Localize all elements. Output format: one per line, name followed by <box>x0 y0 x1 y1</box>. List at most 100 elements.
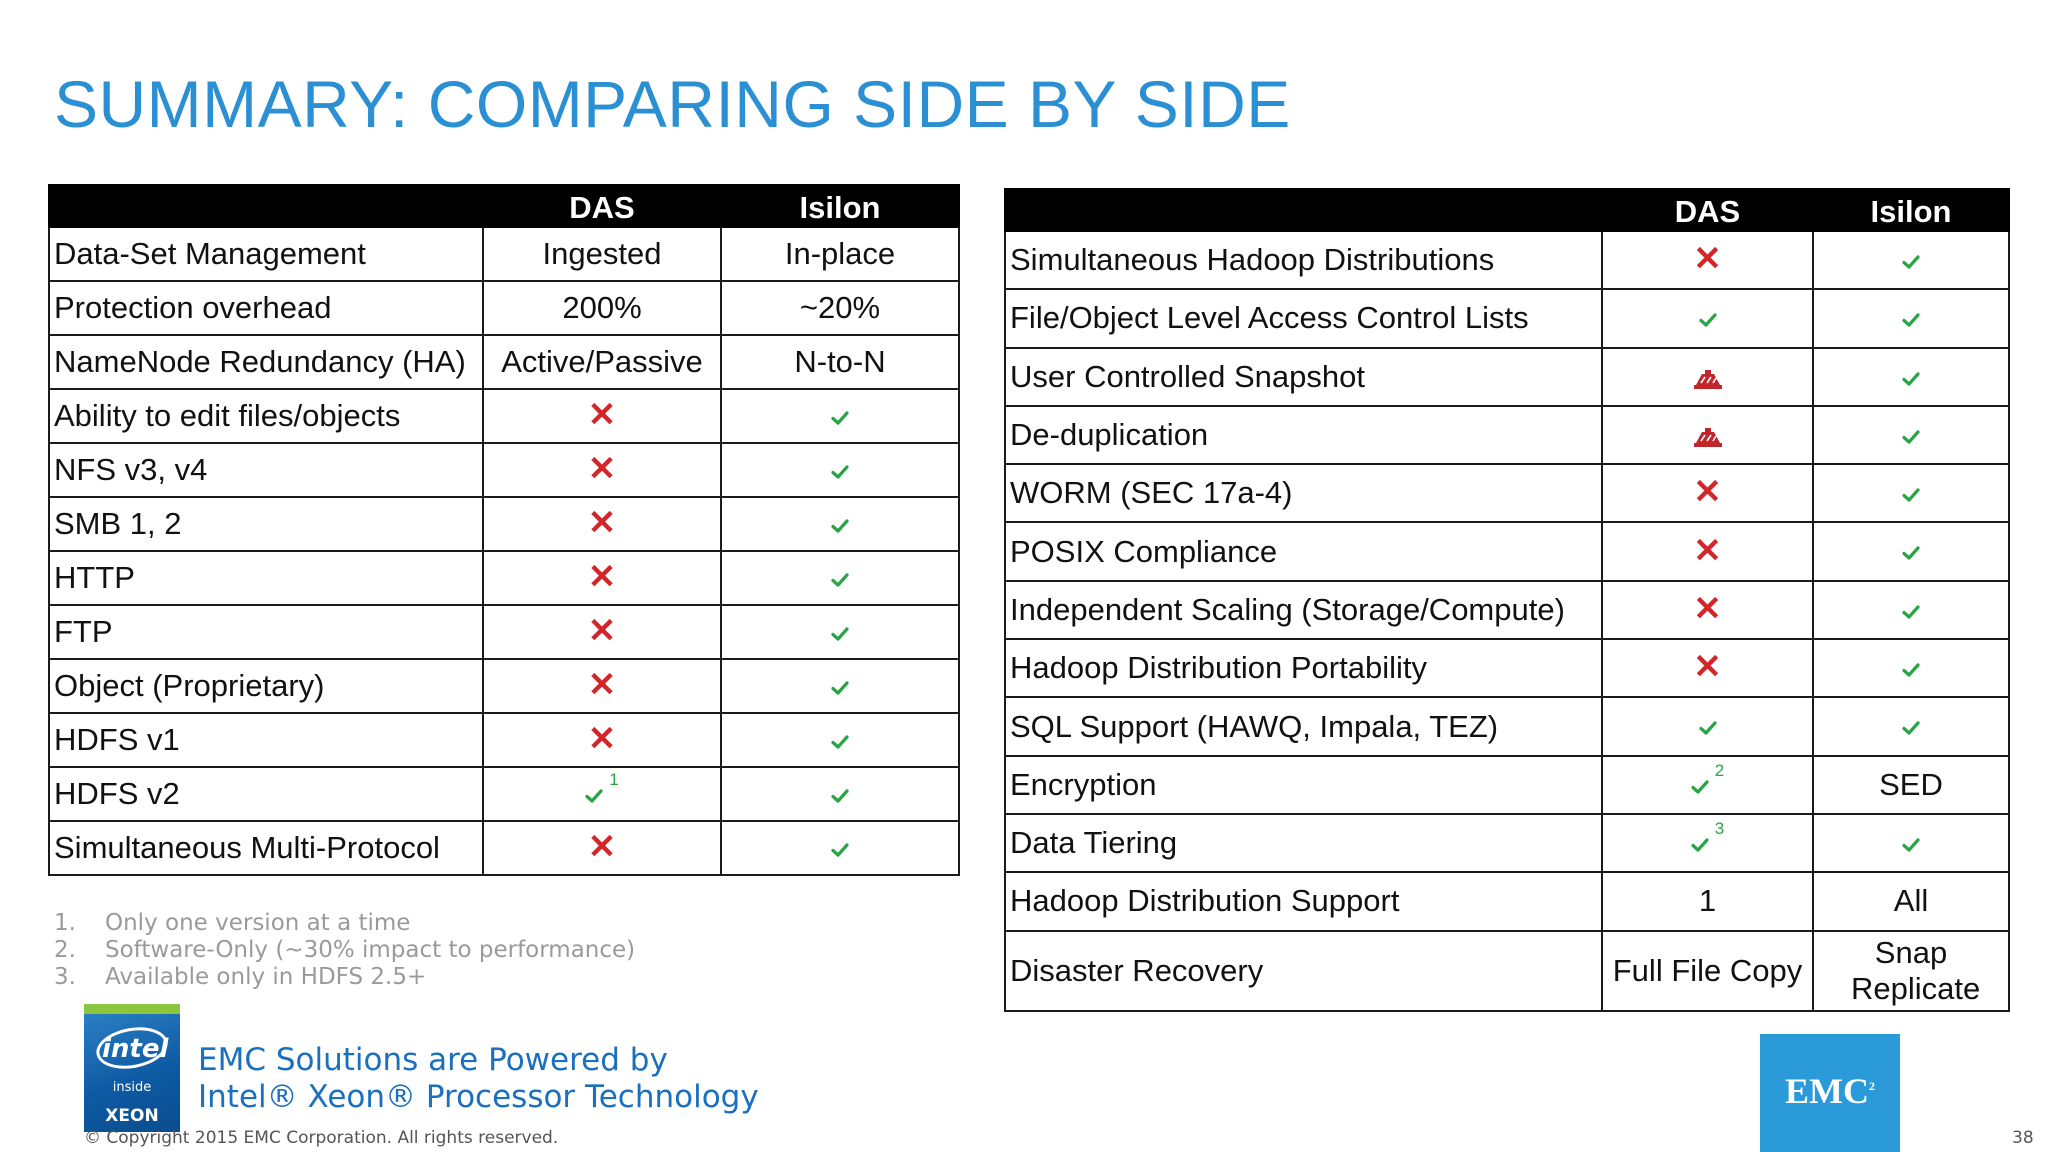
das-value: Active/Passive <box>501 344 703 379</box>
feature-cell: NameNode Redundancy (HA) <box>48 334 484 390</box>
feature-cell: Disaster Recovery <box>1004 929 1603 1012</box>
isilon-cell <box>1812 696 2010 757</box>
das-cell: Full File Copy <box>1601 929 1814 1012</box>
feature-cell: File/Object Level Access Control Lists <box>1004 288 1603 349</box>
isilon-cell <box>720 496 960 552</box>
footnote-ref: 2 <box>1714 760 1725 780</box>
das-cell: 200% <box>482 280 722 336</box>
table-row: Object (Proprietary) ✕ <box>48 658 960 714</box>
isilon-cell: N-to-N <box>720 334 960 390</box>
check-icon <box>1902 605 1920 619</box>
feature-cell: WORM (SEC 17a-4) <box>1004 463 1603 524</box>
page-number: 38 <box>2012 1128 2034 1148</box>
check-icon <box>1902 255 1920 269</box>
check-icon <box>831 843 849 857</box>
feature-cell: Simultaneous Hadoop Distributions <box>1004 229 1603 291</box>
isilon-cell: SED <box>1812 754 2010 815</box>
cross-icon: ✕ <box>587 396 617 434</box>
table-row: Hadoop Distribution Portability ✕ <box>1004 638 2010 699</box>
feature-cell: Hadoop Distribution Support <box>1004 871 1603 932</box>
cross-icon: ✕ <box>587 450 617 488</box>
feature-cell: NFS v3, v4 <box>48 442 484 498</box>
emc-logo: EMC2 <box>1760 1034 1900 1152</box>
isilon-value: N-to-N <box>794 344 886 379</box>
feature-cell: Object (Proprietary) <box>48 658 484 714</box>
isilon-cell <box>1812 579 2010 641</box>
isilon-value: ~20% <box>799 290 881 325</box>
powered-by-line2: Intel® Xeon® Processor Technology <box>198 1079 759 1115</box>
footnote-number: 2. <box>54 937 76 963</box>
table-row: SMB 1, 2 ✕ <box>48 496 960 552</box>
check-icon <box>1902 838 1920 852</box>
powered-by-line1: EMC Solutions are Powered by <box>198 1042 668 1078</box>
footnote-ref: 3 <box>1714 819 1725 839</box>
table-row: Encryption 2 SED <box>1004 754 2010 815</box>
isilon-cell <box>720 442 960 498</box>
table-row: User Controlled Snapshot <box>1004 346 2010 407</box>
das-cell: Ingested <box>482 226 722 282</box>
cross-icon: ✕ <box>1693 473 1722 512</box>
isilon-cell <box>720 550 960 606</box>
das-cell <box>1601 404 1814 466</box>
das-cell: ✕ <box>482 496 722 552</box>
footnote: 3. Available only in HDFS 2.5+ <box>54 964 635 991</box>
das-cell: ✕ <box>482 550 722 606</box>
table-row: Data-Set Management Ingested In-place <box>48 226 960 282</box>
das-cell: ✕ <box>1601 463 1814 524</box>
isilon-cell <box>1812 812 2010 874</box>
check-icon <box>831 627 849 641</box>
cross-icon: ✕ <box>1693 531 1722 570</box>
footnote-text: Available only in HDFS 2.5+ <box>105 964 427 990</box>
isilon-value: SED <box>1879 766 1943 802</box>
check-icon <box>1698 721 1717 735</box>
footnote-number: 1. <box>54 910 76 936</box>
isilon-value: In-place <box>784 236 896 271</box>
header-das: DAS <box>482 184 722 228</box>
emc-superscript: 2 <box>1869 1079 1875 1093</box>
feature-cell: De-duplication <box>1004 404 1603 466</box>
das-cell: ✕ <box>482 442 722 498</box>
das-cell: ✕ <box>482 820 722 876</box>
footnote-ref: 1 <box>609 770 619 789</box>
feature-cell: Independent Scaling (Storage/Compute) <box>1004 579 1603 641</box>
check-icon <box>1902 313 1920 327</box>
feature-cell: Hadoop Distribution Portability <box>1004 638 1603 699</box>
check-icon <box>1698 313 1717 327</box>
powered-by-text: EMC Solutions are Powered by Intel® Xeon… <box>198 1042 759 1116</box>
isilon-cell <box>720 766 960 822</box>
isilon-cell <box>720 820 960 876</box>
intel-inside-xeon-logo: intel inside XEON <box>84 1004 180 1132</box>
das-cell: ✕ <box>1601 638 1814 699</box>
header-das: DAS <box>1601 188 1814 232</box>
isilon-cell <box>720 388 960 444</box>
footnote-text: Software-Only (~30% impact to performanc… <box>105 937 636 963</box>
table-row: Simultaneous Multi-Protocol ✕ <box>48 820 960 876</box>
under-construction-icon <box>1693 427 1722 447</box>
header-feature <box>48 184 484 228</box>
cross-icon: ✕ <box>587 666 617 704</box>
check-icon <box>831 789 849 803</box>
table-row: Data Tiering 3 <box>1004 812 2010 874</box>
cross-icon: ✕ <box>587 828 617 866</box>
header-feature <box>1004 188 1603 232</box>
slide-title: SUMMARY: COMPARING SIDE BY SIDE <box>54 67 1291 141</box>
cross-icon: ✕ <box>587 504 617 542</box>
cross-icon: ✕ <box>1693 589 1722 628</box>
check-icon <box>1902 430 1920 444</box>
das-cell <box>1601 696 1814 757</box>
table-row: Independent Scaling (Storage/Compute) ✕ <box>1004 579 2010 641</box>
cross-icon: ✕ <box>1693 648 1722 687</box>
das-value: 200% <box>562 290 642 325</box>
check-icon <box>831 735 849 749</box>
table-row: Disaster Recovery Full File Copy Snap Repl… <box>1004 929 2010 1012</box>
table-row: HDFS v2 1 <box>48 766 960 822</box>
header-isilon: Isilon <box>1812 188 2010 232</box>
feature-cell: Data-Set Management <box>48 226 484 282</box>
emc-wordmark: EMC2 <box>1785 1071 1875 1111</box>
left-comparison-table: DAS Isilon Data-Set Management Ingested In… <box>48 184 960 876</box>
das-cell: ✕ <box>482 604 722 660</box>
cross-icon: ✕ <box>1693 240 1722 279</box>
footnote-text: Only one version at a time <box>105 910 411 936</box>
das-value: Ingested <box>542 236 662 271</box>
table-header-row: DAS Isilon <box>48 184 960 228</box>
